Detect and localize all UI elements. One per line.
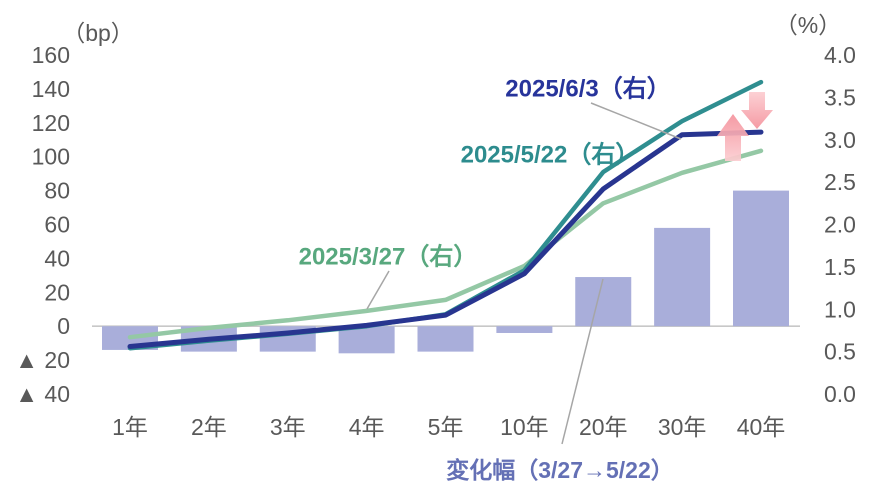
right-axis-tick: 1.5 bbox=[824, 254, 856, 280]
bar-4年 bbox=[338, 326, 395, 354]
bar-40年 bbox=[733, 190, 789, 327]
fall-arrow-icon bbox=[741, 92, 773, 129]
x-axis-tick: 5年 bbox=[428, 414, 464, 440]
right-axis-tick: 3.0 bbox=[824, 127, 856, 153]
left-axis-tick: 100 bbox=[32, 144, 70, 170]
series-label-2025-5-22: 2025/5/22（右） bbox=[460, 141, 640, 169]
left-axis-tick: 120 bbox=[32, 110, 70, 136]
x-axis-tick: 10年 bbox=[500, 414, 549, 440]
x-axis-tick: 20年 bbox=[579, 414, 628, 440]
right-axis-unit-label: （%） bbox=[774, 12, 842, 38]
left-axis-tick: 140 bbox=[32, 76, 70, 102]
series-label-2025-3-27: 2025/3/27（右） bbox=[298, 243, 478, 271]
bar-series-label: 変化幅（3/27→5/22） bbox=[446, 457, 674, 483]
left-axis-tick: ▲ 40 bbox=[15, 381, 70, 407]
left-axis-tick: 0 bbox=[57, 313, 70, 339]
bar-10年 bbox=[496, 326, 553, 333]
line-series-2 bbox=[127, 129, 764, 349]
leader-line-2 bbox=[561, 278, 604, 445]
leader-line-0 bbox=[590, 102, 682, 140]
left-axis-tick: 160 bbox=[32, 42, 70, 68]
left-axis-tick: 40 bbox=[44, 245, 70, 271]
rise-arrow-icon bbox=[717, 114, 749, 161]
line-series-0 bbox=[127, 148, 764, 340]
x-axis-tick: 3年 bbox=[270, 414, 306, 440]
left-axis-tick: 20 bbox=[44, 279, 70, 305]
x-axis-tick: 2年 bbox=[191, 414, 227, 440]
series-label-2025-6-3: 2025/6/3（右） bbox=[505, 75, 671, 103]
right-axis-tick: 2.0 bbox=[824, 212, 856, 238]
bar-5年 bbox=[417, 326, 474, 352]
left-axis-tick: ▲ 20 bbox=[15, 347, 70, 373]
x-axis-tick: 4年 bbox=[349, 414, 385, 440]
left-axis-tick: 60 bbox=[44, 212, 70, 238]
x-axis-tick: 1年 bbox=[112, 414, 148, 440]
x-axis-tick: 30年 bbox=[658, 414, 707, 440]
right-axis-tick: 1.0 bbox=[824, 296, 856, 322]
right-axis-tick: 0.5 bbox=[824, 339, 856, 365]
left-axis-unit-label: （bp） bbox=[62, 20, 134, 46]
bar-30年 bbox=[654, 227, 711, 327]
right-axis-tick: 2.5 bbox=[824, 169, 856, 195]
bar-20年 bbox=[575, 277, 632, 327]
x-axis-tick: 40年 bbox=[737, 414, 786, 440]
leader-line-1 bbox=[366, 270, 390, 310]
left-axis-tick: 80 bbox=[44, 178, 70, 204]
right-axis-tick: 3.5 bbox=[824, 84, 856, 110]
right-axis-tick: 4.0 bbox=[824, 42, 856, 68]
right-axis-tick: 0.0 bbox=[824, 381, 856, 407]
